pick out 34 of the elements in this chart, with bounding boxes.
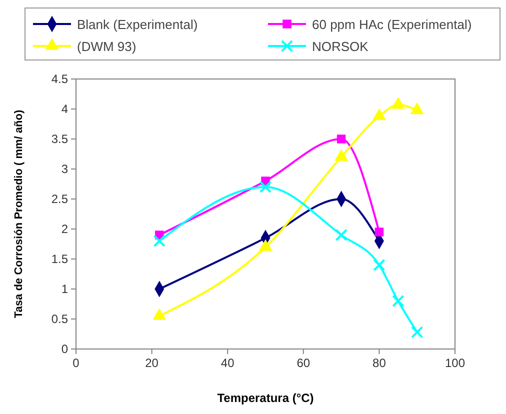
x-tick-label: 20	[145, 356, 159, 370]
point	[392, 98, 405, 109]
y-axis-title: Tasa de Corrosión Promedio ( mm/ año)	[13, 110, 25, 318]
y-tick-label: 2.5	[51, 192, 68, 206]
x-tick-label: 80	[372, 356, 386, 370]
point	[373, 258, 386, 272]
y-tick-label: 0	[61, 342, 68, 356]
x-tick-label: 0	[72, 356, 80, 370]
y-tick-label: 2	[61, 222, 68, 236]
legend-label: (DWM 93)	[77, 39, 136, 54]
x-axis-title: Temperatura (°C)	[217, 391, 314, 405]
legend-label: 60 ppm HAc (Experimental)	[312, 17, 472, 32]
point	[259, 180, 272, 194]
y-tick-label: 0.5	[51, 312, 68, 326]
y-tick-label: 3	[61, 162, 68, 176]
legend-label: NORSOK	[312, 39, 369, 54]
x-tick-label: 60	[296, 356, 310, 370]
y-tick-label: 1	[61, 282, 68, 296]
point	[374, 228, 384, 236]
point	[336, 134, 346, 144]
y-tick-label: 3.5	[51, 132, 68, 146]
point	[335, 228, 348, 242]
point	[410, 102, 424, 114]
point	[392, 294, 404, 308]
point	[334, 150, 348, 161]
y-tick-label: 4.5	[51, 72, 68, 86]
point	[153, 234, 166, 248]
x-tick-label: 40	[220, 356, 235, 370]
point	[372, 108, 386, 120]
y-tick-label: 1.5	[51, 252, 68, 266]
point	[410, 326, 424, 338]
x-tick-label: 100	[444, 356, 466, 370]
y-tick-label: 4	[61, 102, 68, 116]
legend-label: Blank (Experimental)	[77, 17, 198, 32]
